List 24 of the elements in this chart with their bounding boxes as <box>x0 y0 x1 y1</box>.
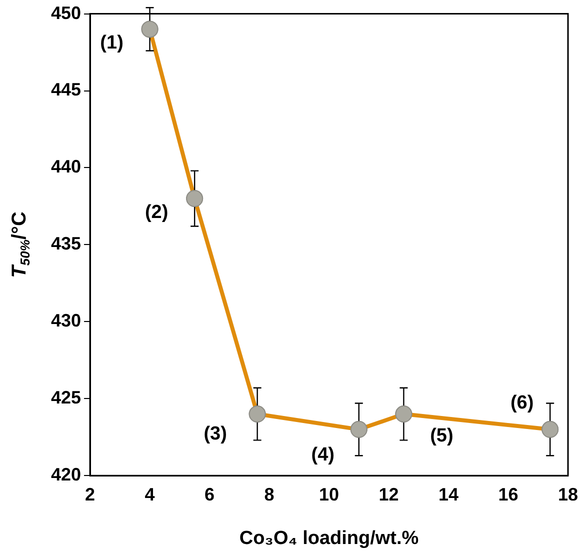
x-tick-label: 10 <box>319 484 340 504</box>
y-tick-label: 420 <box>50 464 82 485</box>
y-tick-label: 450 <box>50 2 82 23</box>
x-tick-label: 8 <box>264 484 274 504</box>
x-tick-label: 4 <box>144 484 155 504</box>
x-tick-label: 6 <box>204 484 215 504</box>
x-tick-label: 14 <box>438 484 459 504</box>
x-tick-label: 2 <box>85 484 96 504</box>
y-tick-label: 440 <box>50 156 82 177</box>
x-tick-label: 18 <box>558 484 578 504</box>
x-axis-title: Co₃O₄ loading/wt.% <box>239 528 419 549</box>
y-axis-title: T50%/°C <box>8 212 33 278</box>
y-tick-label: 445 <box>50 80 82 100</box>
annotation: (1) <box>100 32 124 54</box>
annotation: (2) <box>144 202 168 223</box>
x-tick-label: 12 <box>378 484 399 504</box>
annotation: (6) <box>510 392 534 414</box>
annotation: (3) <box>204 423 227 444</box>
x-tick-label: 16 <box>498 484 518 504</box>
annotation: (5) <box>430 425 454 446</box>
y-tick-label: 435 <box>50 234 82 254</box>
annotation: (4) <box>311 444 335 466</box>
y-tick-label: 425 <box>50 388 82 408</box>
y-tick-label: 430 <box>50 310 82 331</box>
